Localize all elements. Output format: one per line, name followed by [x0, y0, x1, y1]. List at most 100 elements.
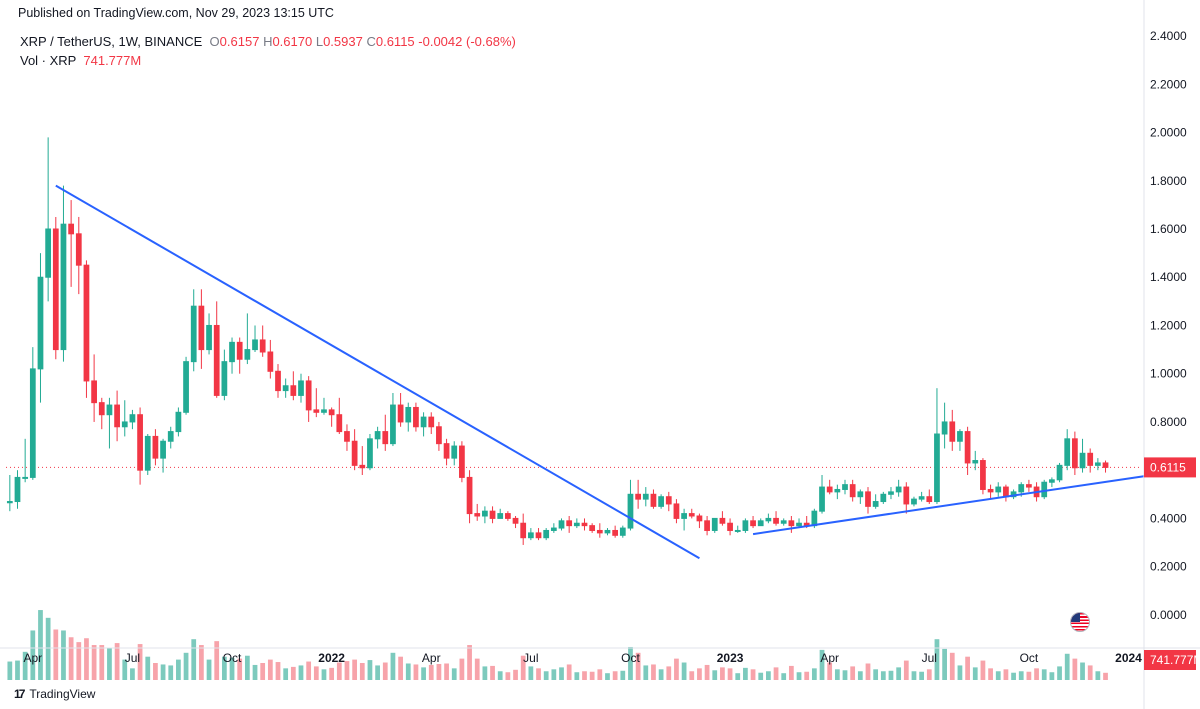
candle-body: [1050, 480, 1055, 482]
candle-body: [1004, 487, 1009, 497]
volume-bar: [429, 665, 434, 680]
volume-bar: [345, 661, 350, 680]
candle-body: [544, 530, 549, 537]
candle-body: [574, 523, 579, 525]
candle-body: [904, 487, 909, 504]
candle-body: [720, 518, 725, 523]
volume-bar: [61, 630, 66, 680]
candle-body: [38, 277, 43, 369]
candle-body: [1019, 485, 1024, 492]
candle-body: [1057, 465, 1062, 479]
candle-body: [230, 342, 235, 361]
volume-bar: [199, 645, 204, 680]
volume-bar: [467, 645, 472, 680]
volume-bar: [666, 666, 671, 680]
volume-bar: [866, 663, 871, 680]
candle-body: [391, 405, 396, 444]
candle-body: [935, 434, 940, 502]
candle-body: [889, 492, 894, 494]
candle-body: [30, 369, 35, 478]
candle-body: [996, 487, 1001, 492]
candle-body: [145, 436, 150, 470]
volume-bar: [452, 668, 457, 680]
candle-body: [245, 350, 250, 360]
candle-body: [559, 521, 564, 528]
x-tick-label: Apr: [820, 651, 839, 665]
volume-bar: [383, 663, 388, 680]
candle-body: [666, 497, 671, 504]
candle-body: [712, 518, 717, 530]
candle-body: [965, 432, 970, 463]
volume-bar: [1057, 666, 1062, 680]
candle-body: [766, 518, 771, 520]
candle-body: [758, 521, 763, 526]
volume-bar: [329, 668, 334, 680]
candle-body: [61, 224, 66, 349]
volume-bar: [536, 668, 541, 680]
trendline[interactable]: [753, 476, 1144, 534]
volume-bar: [574, 672, 579, 680]
candle-body: [743, 521, 748, 531]
trendline[interactable]: [56, 186, 700, 559]
candle-body: [820, 487, 825, 511]
candle-body: [329, 410, 334, 415]
candle-body: [406, 407, 411, 421]
candle-body: [437, 427, 442, 444]
candle-body: [728, 523, 733, 530]
volume-bar: [605, 673, 610, 680]
volume-bar: [38, 610, 43, 680]
candle-body: [23, 477, 28, 478]
volume-bar: [1065, 654, 1070, 680]
volume-bar: [69, 637, 74, 680]
volume-bar: [161, 664, 166, 680]
volume-bar: [720, 667, 725, 680]
candle-body: [950, 422, 955, 441]
candle-body: [866, 492, 871, 506]
candle-body: [1095, 463, 1100, 465]
volume-bar: [253, 665, 258, 680]
volume-bar: [766, 671, 771, 680]
candle-body: [513, 518, 518, 523]
candle-body: [1042, 482, 1047, 496]
volume-bar: [276, 662, 281, 680]
volume-bar: [643, 665, 648, 680]
candle-body: [628, 494, 633, 528]
volume-bar: [245, 656, 250, 680]
volume-bar: [1050, 672, 1055, 680]
volume-bar: [1011, 673, 1016, 680]
tradingview-logo[interactable]: 17 TradingView: [14, 687, 95, 701]
candle-body: [490, 511, 495, 518]
axis-price-tag: 0.6115: [1144, 457, 1196, 477]
volume-bar: [758, 673, 763, 680]
volume-bar: [168, 665, 173, 680]
volume-bar: [322, 669, 327, 680]
volume-bar: [965, 657, 970, 680]
candle-body: [184, 362, 189, 413]
candle-body: [705, 521, 710, 531]
volume-bar: [950, 653, 955, 680]
volume-bar: [919, 672, 924, 680]
volume-bar: [460, 659, 465, 680]
country-flag-badge: [1070, 612, 1090, 632]
volume-bar: [958, 665, 963, 680]
candle-body: [76, 234, 81, 265]
x-tick-label: Oct: [621, 651, 640, 665]
x-tick-label: Jul: [125, 651, 140, 665]
candle-body: [597, 530, 602, 532]
volume-bar: [697, 668, 702, 680]
volume-bar: [1080, 663, 1085, 680]
chart-canvas[interactable]: 2.40002.20002.00001.80001.60001.40001.20…: [0, 0, 1200, 709]
volume-bar: [551, 669, 556, 680]
candle-body: [161, 441, 166, 458]
candle-body: [467, 477, 472, 513]
volume-bar: [835, 669, 840, 680]
candle-body: [360, 465, 365, 467]
volume-bar: [360, 663, 365, 680]
candle-body: [7, 502, 12, 503]
candle-body: [697, 516, 702, 521]
volume-bar: [735, 673, 740, 680]
logo-icon: 17: [14, 687, 25, 701]
candle-body: [590, 526, 595, 531]
volume-bar: [191, 639, 196, 680]
y-tick-label: 1.8000: [1150, 174, 1187, 188]
